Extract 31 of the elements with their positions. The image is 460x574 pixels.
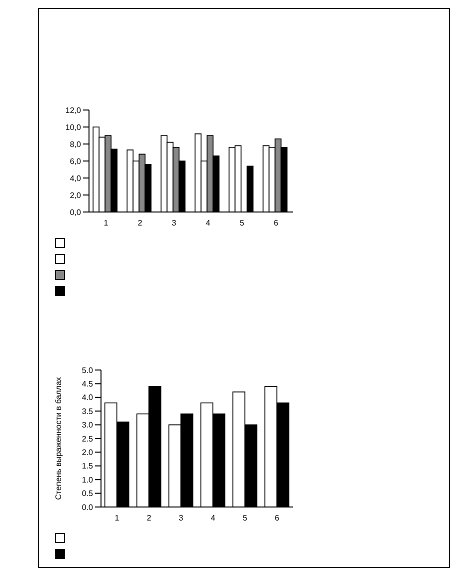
x-tick-label: 3 <box>178 514 184 523</box>
x-tick-label: 6 <box>274 218 279 228</box>
x-tick-label: 5 <box>240 218 245 228</box>
y-tick-label: 2.0 <box>82 448 94 458</box>
x-tick-label: 1 <box>114 514 120 523</box>
y-tick-label: 5.0 <box>82 366 94 375</box>
y-tick-label: 2.5 <box>82 434 94 444</box>
y-tick-label: 4.5 <box>82 380 94 389</box>
y-tick-label: 0,0 <box>70 208 82 217</box>
y-tick-label: 4,0 <box>70 174 82 183</box>
y-tick-label: 2,0 <box>70 190 82 200</box>
y-axis-title: Степень выраженности в баллах <box>54 377 64 500</box>
x-tick-label: 2 <box>146 514 152 523</box>
y-tick-label: 1.0 <box>82 475 94 484</box>
y-tick-label: 3.5 <box>82 406 94 416</box>
x-tick-label: 4 <box>206 218 211 228</box>
y-tick-label: 1.5 <box>82 462 94 471</box>
y-tick-label: 12,0 <box>65 106 82 115</box>
x-tick-label: 3 <box>172 218 177 228</box>
x-tick-label: 1 <box>104 218 109 228</box>
x-tick-label: 2 <box>138 218 143 228</box>
y-tick-label: 8,0 <box>70 140 82 149</box>
x-tick-label: 4 <box>210 514 216 523</box>
y-tick-label: 4.0 <box>82 393 94 402</box>
y-tick-label: 0.0 <box>82 502 94 512</box>
x-tick-label: 5 <box>242 514 248 523</box>
y-tick-label: 6,0 <box>70 156 82 166</box>
x-tick-label: 6 <box>274 514 280 523</box>
y-tick-label: 10,0 <box>65 122 82 132</box>
y-tick-label: 0.5 <box>82 489 94 498</box>
y-tick-label: 3.0 <box>82 420 94 430</box>
